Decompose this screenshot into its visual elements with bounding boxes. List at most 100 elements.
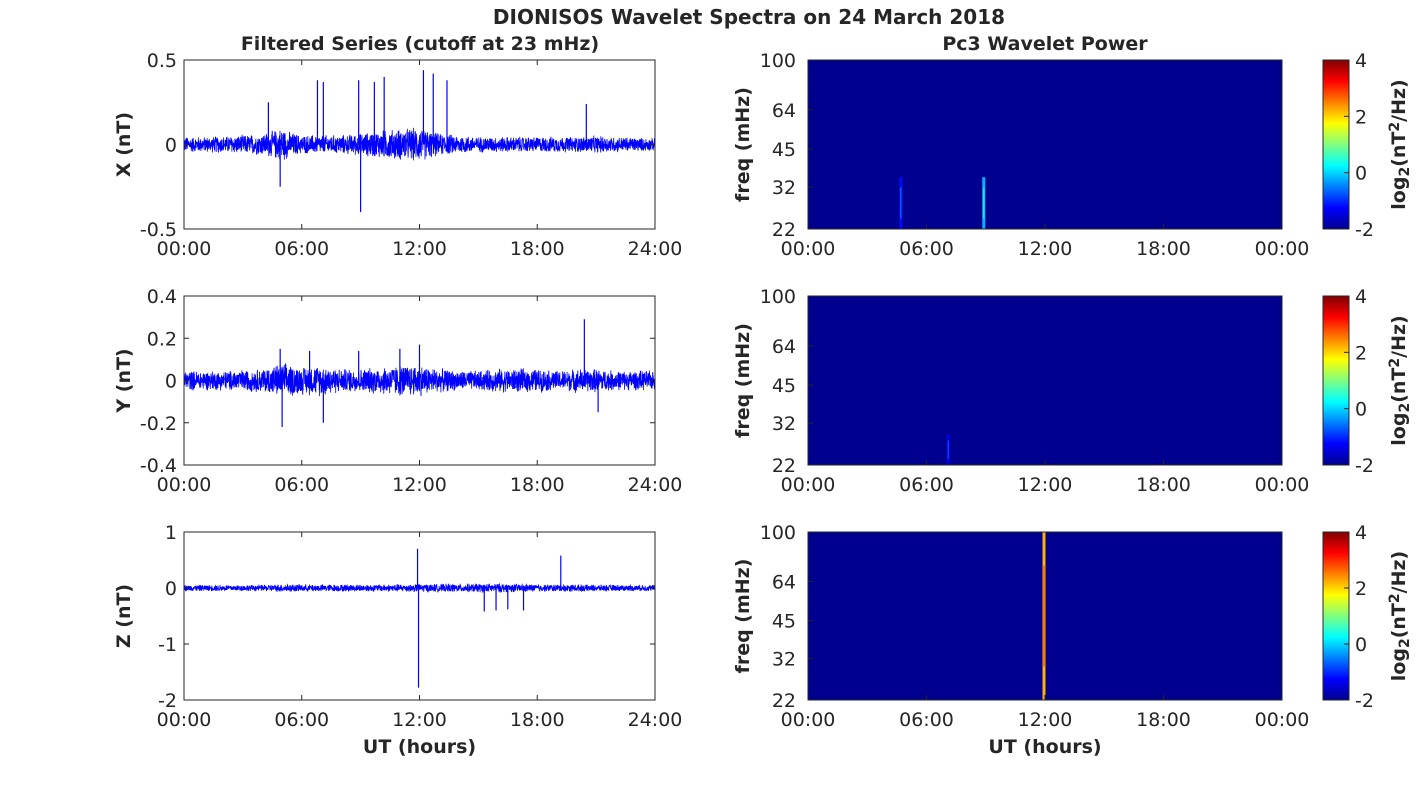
colorbar-tick-label: 2 [1355,106,1367,128]
y-tick-label: -0.2 [140,413,177,435]
colorbar-label-part: 2 [1387,358,1403,368]
colorbar-label-part: /Hz) [1388,315,1410,358]
power-event-core-0 [1043,565,1045,667]
y-tick-label: 0 [165,578,177,600]
colorbar-label: log2(nT2/Hz) [1387,315,1413,445]
power-event-core-1 [983,187,985,219]
x-tick-label: 24:00 [628,238,683,260]
x-tick-label: 00:00 [157,474,212,496]
power-event-core-0 [947,440,949,459]
x-tick-label: 06:00 [899,474,954,496]
y-tick-label: 22 [772,219,796,241]
x-tick-label: 00:00 [157,709,212,731]
colorbar-label-part: /Hz) [1388,79,1410,122]
x-tick-label: 18:00 [510,474,565,496]
timeseries-panel-y: 00:00 06:00 12:00 18:00 24:00 -0.4 -0.2 0 0.2 0.4… [113,286,682,496]
colorbar-label-part: log [1388,648,1410,681]
y-tick-label: 22 [772,455,796,477]
x-tick-label: 24:00 [628,474,683,496]
noise-trace [183,363,656,397]
colorbar-tick-label: -2 [1355,455,1374,477]
y-tick-label: 1 [165,522,177,544]
y-axis-label: freq (mHz) [732,87,754,202]
y-tick-label: -0.4 [140,455,177,477]
colorbar-label-part: log [1388,413,1410,446]
power-background [808,60,1282,229]
y-tick-label: 22 [772,690,796,712]
colorbar-label: log2(nT2/Hz) [1387,551,1413,681]
y-tick-label: 32 [772,177,796,199]
y-tick-label: -2 [158,690,177,712]
timeseries-panel-z: 00:00 06:00 12:00 18:00 24:00 -2 -1 0 1 Z (nT) UT … [113,522,682,758]
colorbar-tick-label: 2 [1355,578,1367,600]
right-column-title: Pc3 Wavelet Power [942,33,1148,55]
colorbar-label-part: (nT [1388,368,1410,403]
colorbar [1322,531,1350,701]
y-tick-label: 0 [165,371,177,393]
colorbar-tick-label: -2 [1355,219,1374,241]
x-tick-label: 00:00 [1255,474,1310,496]
x-tick-label: 00:00 [781,238,836,260]
x-tick-label: 12:00 [392,474,447,496]
x-tick-label: 00:00 [1255,238,1310,260]
y-tick-label: -1 [158,634,177,656]
power-background [808,296,1282,465]
y-axis-label: Y (nT) [113,348,135,413]
heatmap-panel-z: 00:00 06:00 12:00 18:00 00:0022324564100freq… [732,522,1413,758]
y-tick-label: 32 [772,648,796,670]
x-tick-label: 00:00 [1255,709,1310,731]
y-tick-label: 100 [760,50,796,72]
x-tick-label: 18:00 [510,238,565,260]
y-tick-label: 45 [772,139,796,161]
x-axis-label: UT (hours) [988,736,1101,758]
x-tick-label: 12:00 [1018,238,1073,260]
y-tick-label: 0.5 [147,50,177,72]
colorbar-tick-label: 0 [1355,163,1367,185]
y-tick-label: 32 [772,413,796,435]
x-tick-label: 06:00 [899,238,954,260]
colorbar-tick-label: 0 [1355,634,1367,656]
colorbar-label-part: 2 [1397,638,1413,648]
y-tick-label: 45 [772,375,796,397]
y-axis-label: freq (mHz) [732,559,754,674]
timeseries-panel-x: 00:00 06:00 12:00 18:00 24:00 -0.5 0 0.5 X (nT) [113,50,682,260]
colorbar-tick-label: 2 [1355,342,1367,364]
x-tick-label: 18:00 [1136,474,1191,496]
x-tick-label: 12:00 [392,238,447,260]
heatmap-panel-x: 00:00 06:00 12:00 18:00 00:0022324564100freq… [732,50,1413,260]
y-tick-label: 100 [760,522,796,544]
y-tick-label: 0.4 [147,286,177,308]
colorbar-tick-label: 0 [1355,399,1367,421]
colorbar-label-part: log [1388,177,1410,210]
x-tick-label: 18:00 [510,709,565,731]
x-tick-label: 06:00 [274,474,329,496]
x-tick-label: 00:00 [781,474,836,496]
y-tick-label: -0.5 [140,219,177,241]
y-tick-label: 0 [165,135,177,157]
x-tick-label: 18:00 [1136,238,1191,260]
colorbar [1322,295,1350,466]
figure-title: DIONISOS Wavelet Spectra on 24 March 201… [493,5,1005,29]
x-tick-label: 12:00 [392,709,447,731]
panels: 00:00 06:00 12:00 18:00 24:00 -0.5 0 0.5 X (nT) 0… [113,50,1413,758]
x-tick-label: 06:00 [274,709,329,731]
y-axis-label: X (nT) [113,112,135,177]
x-tick-label: 18:00 [1136,709,1191,731]
noise-trace [183,127,656,161]
colorbar-label-part: 2 [1387,593,1403,603]
colorbar [1322,59,1350,230]
heatmap-panel-y: 00:00 06:00 12:00 18:00 00:0022324564100freq… [732,286,1413,496]
x-tick-label: 00:00 [157,238,212,260]
y-axis-label: freq (mHz) [732,323,754,438]
colorbar-label-part: 2 [1397,167,1413,177]
y-tick-label: 64 [772,572,796,594]
y-axis-label: Z (nT) [113,584,135,648]
x-tick-label: 24:00 [628,709,683,731]
colorbar-label-part: (nT [1388,603,1410,638]
power-event-core-0 [900,187,902,219]
y-tick-label: 45 [772,611,796,633]
y-tick-label: 100 [760,286,796,308]
plot-area [184,532,655,700]
colorbar-label-part: /Hz) [1388,551,1410,594]
